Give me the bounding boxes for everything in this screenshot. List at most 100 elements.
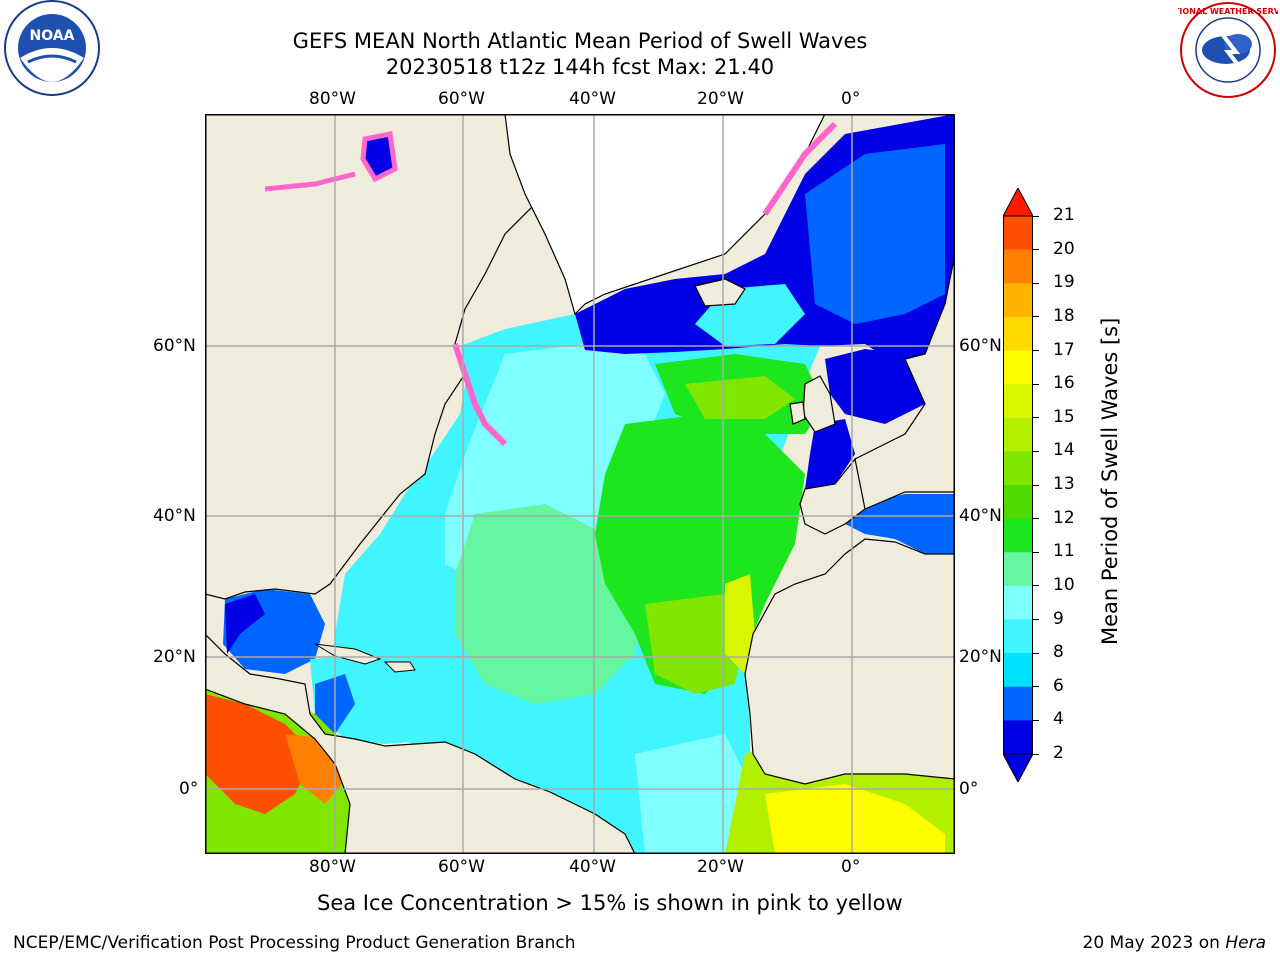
baffin-ice-pocket (360, 131, 398, 183)
nws-logo: NATIONAL WEATHER SERVICE (1162, 0, 1280, 100)
colorbar-tick-label: 11 (1053, 541, 1075, 562)
colorbar-tick-label: 9 (1053, 608, 1064, 629)
lat-label-right-40n: 40°N (959, 506, 1002, 526)
colorbar-tick-label: 2 (1053, 743, 1064, 763)
nws-logo-text: NATIONAL WEATHER SERVICE (1178, 7, 1278, 16)
colorbar-tick-label: 14 (1053, 440, 1075, 461)
map-canvas (205, 114, 955, 854)
colorbar-tick-label: 19 (1053, 272, 1075, 293)
colorbar (1002, 186, 1034, 784)
colorbar-segment (1003, 417, 1033, 452)
south-atlantic-yellow (765, 784, 945, 854)
lat-label-right-20n: 20°N (959, 647, 1002, 667)
colorbar-tick-mark (1033, 719, 1039, 721)
lon-label-top-20w: 20°W (697, 89, 744, 109)
colorbar-tick-label: 17 (1053, 339, 1075, 360)
colorbar-tick-label: 10 (1053, 574, 1075, 595)
colorbar-segment (1003, 619, 1033, 654)
lat-label-right-60n: 60°N (959, 336, 1002, 356)
cuba (314, 643, 382, 665)
colorbar-tick-label: 6 (1053, 675, 1064, 696)
colorbar-tick-mark (1033, 753, 1039, 755)
colorbar-tick-mark (1033, 619, 1039, 620)
lon-label-bottom-60w: 60°W (438, 857, 485, 877)
lon-label-bottom-0: 0° (841, 857, 861, 877)
colorbar-segment (1003, 316, 1033, 351)
norwegian-sea-light (805, 144, 945, 324)
swell-region-9s (455, 504, 645, 704)
lon-label-top-0: 0° (841, 89, 861, 109)
swell-region-8s-south (635, 734, 745, 854)
colorbar-tick-label: 18 (1053, 305, 1075, 326)
colorbar-title: Mean Period of Swell Waves [s] (1098, 317, 1122, 645)
colorbar-segment (1003, 518, 1033, 553)
footer-date: 20 May 2023 on Hera (1083, 933, 1267, 953)
hispaniola (383, 661, 416, 673)
colorbar-segment (1003, 720, 1033, 755)
colorbar-arrow-bottom (1002, 753, 1034, 784)
colorbar-tick-label: 4 (1053, 709, 1064, 730)
colorbar-svg (1002, 186, 1034, 784)
lat-label-right-0: 0° (959, 779, 979, 799)
iceland (694, 278, 746, 307)
noaa-logo: NOAA (2, 0, 102, 100)
colorbar-tick-mark (1033, 316, 1039, 318)
caribbean-sea (310, 654, 475, 744)
colorbar-segment (1003, 653, 1033, 688)
central-america (205, 633, 636, 854)
lon-label-top-40w: 40°W (569, 89, 616, 109)
colorbar-tick-mark (1033, 484, 1039, 486)
north-america (205, 114, 576, 600)
lon-label-top-60w: 60°W (438, 89, 485, 109)
swell-region-13s (645, 594, 745, 694)
north-sea (825, 349, 925, 424)
map-panel (205, 114, 955, 854)
lat-label-left-60n: 60°N (153, 336, 196, 356)
title-line-2: 20230518 t12z 144h fcst Max: 21.40 (385, 55, 775, 79)
colorbar-tick-mark (1033, 383, 1039, 385)
colorbar-segment (1003, 585, 1033, 620)
sea-ice-caption: Sea Ice Concentration > 15% is shown in … (317, 891, 903, 915)
colorbar-tick-mark (1033, 585, 1039, 587)
colorbar-segment (1003, 552, 1033, 587)
colorbar-segment (1003, 350, 1033, 385)
mediterranean-sea (845, 494, 955, 554)
footer-credit: NCEP/EMC/Verification Post Processing Pr… (13, 933, 576, 953)
swell-region-north-yg (685, 376, 795, 419)
map-border (205, 114, 955, 854)
colorbar-segment (1003, 283, 1033, 318)
colorbar-tick-mark (1033, 551, 1039, 553)
colorbar-tick-mark (1033, 249, 1039, 251)
europe (844, 253, 955, 510)
footer-date-text: 20 May 2023 on (1082, 933, 1226, 953)
colorbar-tick-mark (1033, 417, 1039, 419)
colorbar-tick-mark (1033, 282, 1039, 284)
sea-ice-edge-greenland (762, 121, 838, 216)
colorbar-segment (1003, 249, 1033, 284)
colorbar-segment (1003, 686, 1033, 721)
bay-of-biscay (805, 419, 855, 489)
colorbar-tick-label: 20 (1053, 238, 1075, 259)
colorbar-tick-label: 15 (1053, 406, 1075, 427)
sea-ice-edge-hudson (264, 171, 356, 192)
colorbar-tick-label: 13 (1053, 474, 1075, 494)
gulf-shelf (225, 594, 265, 654)
colorbar-tick-mark (1033, 350, 1039, 351)
colorbar-tick-mark (1033, 450, 1039, 452)
footer-host: Hera (1225, 933, 1266, 953)
colorbar-tick-label: 8 (1053, 642, 1064, 663)
colorbar-tick-label: 16 (1053, 373, 1075, 394)
colorbar-tick-mark (1033, 518, 1039, 520)
pacific-high-swell (205, 694, 315, 814)
ireland (789, 401, 806, 425)
colorbar-segment (1003, 384, 1033, 419)
colorbar-arrow-top (1002, 186, 1034, 217)
colorbar-tick-mark (1033, 215, 1039, 217)
colorbar-segment (1003, 451, 1033, 486)
colorbar-tick-label: 21 (1053, 205, 1075, 225)
lat-label-left-20n: 20°N (153, 647, 196, 667)
colorbar-tick-mark (1033, 686, 1039, 688)
title-line-1: GEFS MEAN North Atlantic Mean Period of … (292, 29, 868, 53)
lon-label-bottom-40w: 40°W (569, 857, 616, 877)
graticule (205, 114, 955, 854)
